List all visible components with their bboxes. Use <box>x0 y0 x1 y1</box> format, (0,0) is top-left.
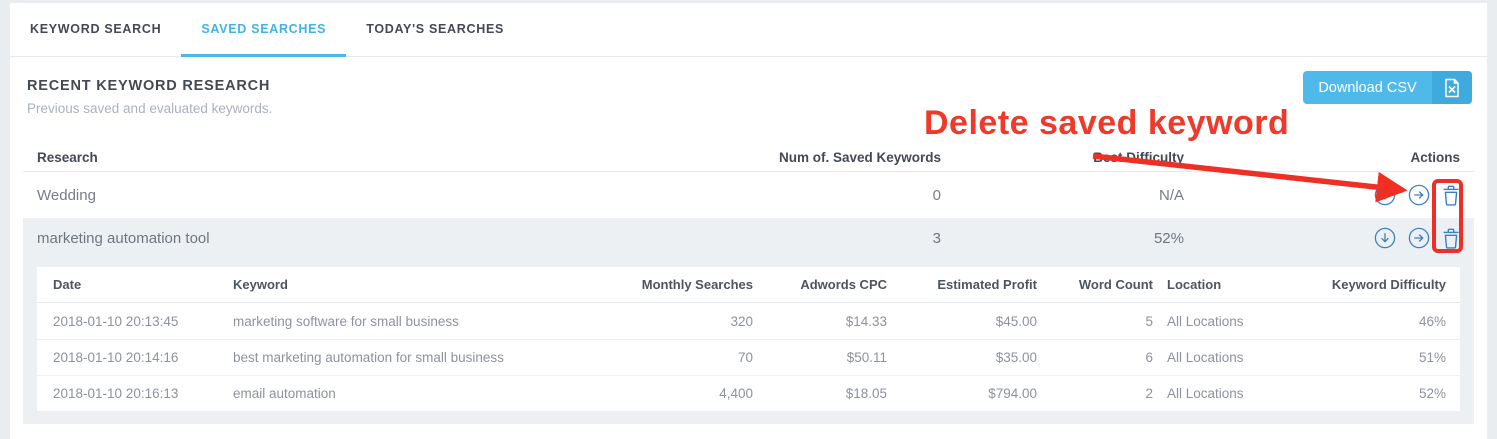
date-value: 2018-01-10 20:16:13 <box>53 386 179 401</box>
monthly-searches-value: 4,400 <box>719 386 753 401</box>
keyword-value: marketing software for small business <box>233 313 459 329</box>
word-count-value: 2 <box>1145 386 1153 401</box>
adwords-cpc-value: $50.11 <box>846 350 887 365</box>
expanded-keyword-details: Date Keyword Monthly Searches Adwords CP… <box>23 258 1474 424</box>
adwords-cpc-value: $14.33 <box>845 313 887 329</box>
word-count-value: 6 <box>1145 350 1153 365</box>
keyword-row[interactable]: 2018-01-10 20:14:16 best marketing autom… <box>37 339 1460 375</box>
estimated-profit-value: $794.00 <box>988 386 1037 401</box>
tab-bar: KEYWORD SEARCH SAVED SEARCHES TODAY'S SE… <box>10 3 1487 57</box>
research-table-header: Research Num of. Saved Keywords Best Dif… <box>23 144 1474 172</box>
row-actions <box>1190 184 1474 206</box>
delete-row-icon[interactable] <box>1442 185 1460 206</box>
page-title: RECENT KEYWORD RESEARCH <box>27 78 271 94</box>
keyword-value: best marketing automation for small busi… <box>233 350 504 365</box>
download-row-icon[interactable] <box>1374 227 1396 249</box>
table-row-marketing-automation-tool[interactable]: marketing automation tool 3 52% <box>23 218 1474 258</box>
date-value: 2018-01-10 20:13:45 <box>53 313 179 329</box>
col-monthly-searches: Monthly Searches <box>641 277 753 292</box>
research-name: Wedding <box>37 186 96 204</box>
date-value: 2018-01-10 20:14:16 <box>53 350 179 365</box>
num-saved-value: 3 <box>932 229 941 247</box>
keyword-difficulty-value: 51% <box>1418 350 1446 365</box>
keyword-row[interactable]: 2018-01-10 20:16:13 email automation 4,4… <box>37 375 1460 411</box>
num-saved-value: 0 <box>932 186 941 204</box>
open-row-icon[interactable] <box>1408 227 1430 249</box>
col-best-difficulty: Best Difficulty <box>1093 150 1184 165</box>
monthly-searches-value: 70 <box>737 350 753 365</box>
keyword-difficulty-value: 52% <box>1418 386 1446 401</box>
col-location: Location <box>1167 277 1222 292</box>
keyword-row[interactable]: 2018-01-10 20:13:45 marketing software f… <box>37 303 1460 339</box>
tab-keyword-search[interactable]: KEYWORD SEARCH <box>30 21 162 36</box>
col-keyword: Keyword <box>233 277 288 292</box>
row-actions <box>1190 227 1474 249</box>
word-count-value: 5 <box>1145 313 1153 329</box>
location-value: All Locations <box>1167 386 1244 401</box>
col-keyword-difficulty: Keyword Difficulty <box>1331 277 1446 292</box>
col-word-count: Word Count <box>1078 277 1153 292</box>
delete-row-icon[interactable] <box>1442 228 1460 249</box>
research-name: marketing automation tool <box>37 229 210 247</box>
open-row-icon[interactable] <box>1408 184 1430 206</box>
tab-saved-searches[interactable]: SAVED SEARCHES <box>181 3 347 57</box>
download-csv-button[interactable]: Download CSV <box>1303 71 1472 104</box>
research-table: Research Num of. Saved Keywords Best Dif… <box>23 144 1474 424</box>
download-row-icon[interactable] <box>1374 184 1396 206</box>
location-value: All Locations <box>1167 313 1244 329</box>
table-row-wedding[interactable]: Wedding 0 N/A <box>23 172 1474 218</box>
keyword-difficulty-value: 46% <box>1418 313 1446 329</box>
col-actions: Actions <box>1410 150 1460 165</box>
download-csv-label: Download CSV <box>1318 79 1417 96</box>
col-date: Date <box>53 277 82 292</box>
csv-file-icon <box>1432 71 1472 104</box>
adwords-cpc-value: $18.05 <box>845 386 887 401</box>
tab-todays-searches[interactable]: TODAY'S SEARCHES <box>366 21 505 36</box>
col-num-saved-keywords: Num of. Saved Keywords <box>778 150 941 165</box>
monthly-searches-value: 320 <box>730 313 753 329</box>
location-value: All Locations <box>1167 350 1244 365</box>
page-subtitle: Previous saved and evaluated keywords. <box>27 101 273 116</box>
content-card: KEYWORD SEARCH SAVED SEARCHES TODAY'S SE… <box>10 3 1487 439</box>
estimated-profit-value: $45.00 <box>995 313 1037 329</box>
col-estimated-profit: Estimated Profit <box>937 277 1037 292</box>
keyword-table: Date Keyword Monthly Searches Adwords CP… <box>37 267 1460 411</box>
estimated-profit-value: $35.00 <box>995 350 1037 365</box>
keyword-value: email automation <box>233 386 336 401</box>
section-header: RECENT KEYWORD RESEARCH Previous saved a… <box>10 57 1487 116</box>
best-difficulty-value: N/A <box>1158 186 1184 204</box>
keyword-table-header: Date Keyword Monthly Searches Adwords CP… <box>37 267 1460 303</box>
col-research: Research <box>37 150 98 165</box>
col-adwords-cpc: Adwords CPC <box>800 277 887 292</box>
best-difficulty-value: 52% <box>1153 229 1184 247</box>
